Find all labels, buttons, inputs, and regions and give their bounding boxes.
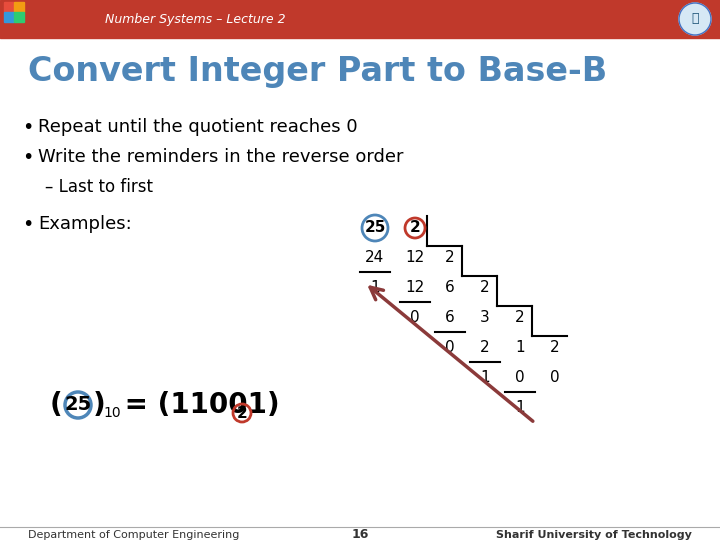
Text: Write the reminders in the reverse order: Write the reminders in the reverse order (38, 148, 403, 166)
Text: 6: 6 (445, 310, 455, 326)
Text: 6: 6 (445, 280, 455, 295)
Text: 0: 0 (516, 370, 525, 386)
FancyBboxPatch shape (14, 12, 24, 23)
Text: Repeat until the quotient reaches 0: Repeat until the quotient reaches 0 (38, 118, 358, 136)
Text: Number Systems – Lecture 2: Number Systems – Lecture 2 (105, 12, 286, 25)
Text: = (11001): = (11001) (115, 391, 279, 419)
Text: 24: 24 (365, 251, 384, 266)
Text: 2: 2 (480, 341, 490, 355)
Text: 16: 16 (351, 529, 369, 540)
Bar (0, 0, 720, 38)
FancyBboxPatch shape (4, 3, 14, 12)
Text: 1: 1 (370, 280, 380, 295)
Text: 0: 0 (410, 310, 420, 326)
Text: 12: 12 (405, 280, 425, 295)
Text: Department of Computer Engineering: Department of Computer Engineering (28, 530, 239, 540)
Text: ): ) (93, 391, 106, 419)
Text: 25: 25 (364, 220, 386, 235)
Text: 10: 10 (103, 406, 121, 420)
Text: 1: 1 (516, 401, 525, 415)
Text: 2: 2 (480, 280, 490, 295)
Text: 0: 0 (445, 341, 455, 355)
Text: 2: 2 (550, 341, 560, 355)
Text: 2: 2 (237, 406, 248, 421)
Text: 0: 0 (550, 370, 560, 386)
Text: 2: 2 (445, 251, 455, 266)
Text: Sharif University of Technology: Sharif University of Technology (496, 530, 692, 540)
Text: 1: 1 (480, 370, 490, 386)
Text: Convert Integer Part to Base-B: Convert Integer Part to Base-B (28, 55, 607, 88)
Text: •: • (22, 118, 33, 137)
Text: 2: 2 (516, 310, 525, 326)
Text: Examples:: Examples: (38, 215, 132, 233)
Circle shape (679, 3, 711, 35)
Text: – Last to first: – Last to first (45, 178, 153, 196)
Text: 1: 1 (516, 341, 525, 355)
FancyBboxPatch shape (4, 12, 14, 23)
Text: •: • (22, 148, 33, 167)
Text: 25: 25 (64, 395, 91, 415)
Text: 12: 12 (405, 251, 425, 266)
Text: 3: 3 (480, 310, 490, 326)
Text: (: ( (50, 391, 63, 419)
FancyBboxPatch shape (14, 3, 24, 12)
Text: ⛪: ⛪ (691, 12, 698, 25)
Text: •: • (22, 215, 33, 234)
Text: 2: 2 (410, 220, 420, 235)
